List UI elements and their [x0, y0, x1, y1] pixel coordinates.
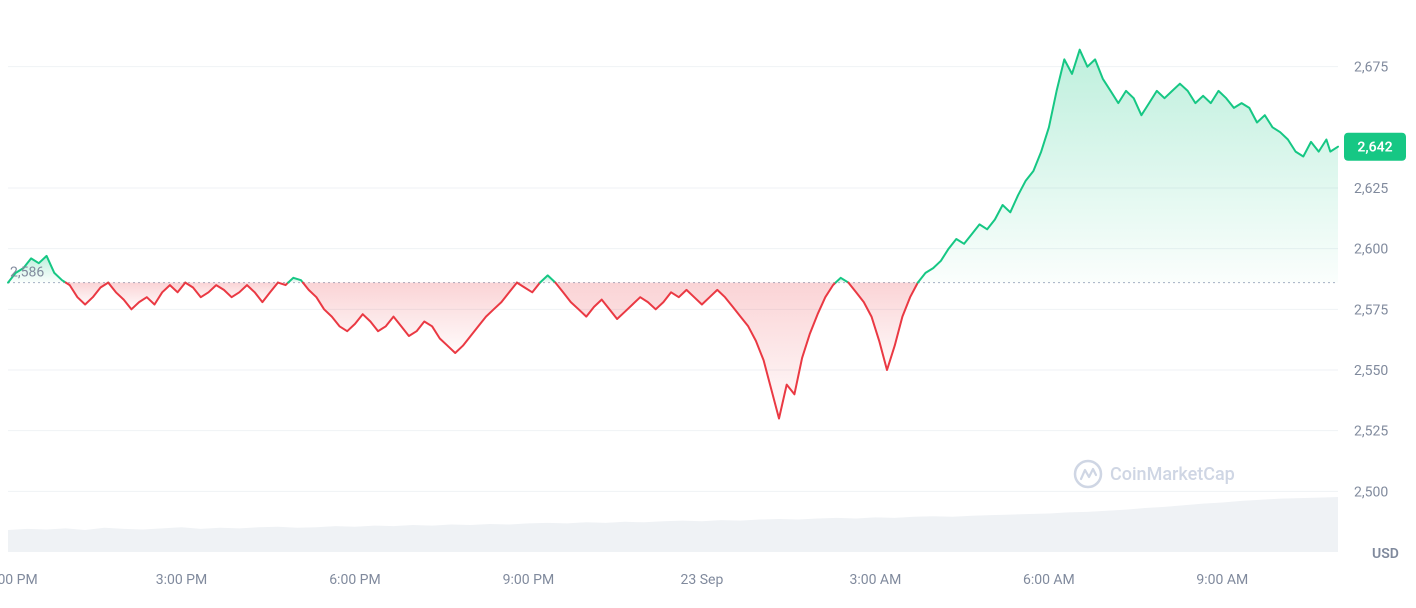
svg-text:6:00 AM: 6:00 AM [1023, 572, 1075, 588]
svg-text:2,625: 2,625 [1354, 181, 1388, 197]
svg-text:2,550: 2,550 [1354, 363, 1388, 379]
svg-text:6:00 PM: 6:00 PM [329, 572, 381, 588]
svg-text:2,675: 2,675 [1354, 60, 1388, 76]
svg-text:2,525: 2,525 [1354, 424, 1388, 440]
coinmarketcap-logo-icon [1075, 461, 1101, 487]
svg-text:3:00 AM: 3:00 AM [849, 572, 901, 588]
svg-text:9:00 PM: 9:00 PM [503, 572, 555, 588]
x-axis-ticks: 12:00 PM 3:00 PM 6:00 PM 9:00 PM 23 Sep 3:00 … [0, 572, 1248, 588]
current-price-badge: 2,642 [1344, 133, 1406, 161]
svg-text:3:00 PM: 3:00 PM [156, 572, 208, 588]
svg-text:2,500: 2,500 [1354, 484, 1388, 500]
svg-text:9:00 AM: 9:00 AM [1196, 572, 1248, 588]
y-axis-ticks: 2,500 2,525 2,550 2,575 2,600 2,625 2,675 [1354, 60, 1388, 501]
watermark: CoinMarketCap [1075, 461, 1235, 487]
volume-area [8, 497, 1338, 552]
open-price-label: 2,586 [10, 265, 44, 281]
chart-svg: 2,500 2,525 2,550 2,575 2,600 2,625 2,675 12:0… [0, 0, 1416, 608]
svg-text:12:00 PM: 12:00 PM [0, 572, 38, 588]
price-chart[interactable]: 2,500 2,525 2,550 2,575 2,600 2,625 2,675 12:0… [0, 0, 1416, 608]
svg-text:23 Sep: 23 Sep [681, 572, 724, 588]
current-price-value: 2,642 [1357, 139, 1392, 155]
watermark-text: CoinMarketCap [1110, 464, 1235, 485]
currency-label: USD [1372, 546, 1399, 562]
area-fills [8, 50, 1338, 419]
svg-text:2,600: 2,600 [1354, 242, 1388, 258]
svg-text:2,575: 2,575 [1354, 302, 1388, 318]
